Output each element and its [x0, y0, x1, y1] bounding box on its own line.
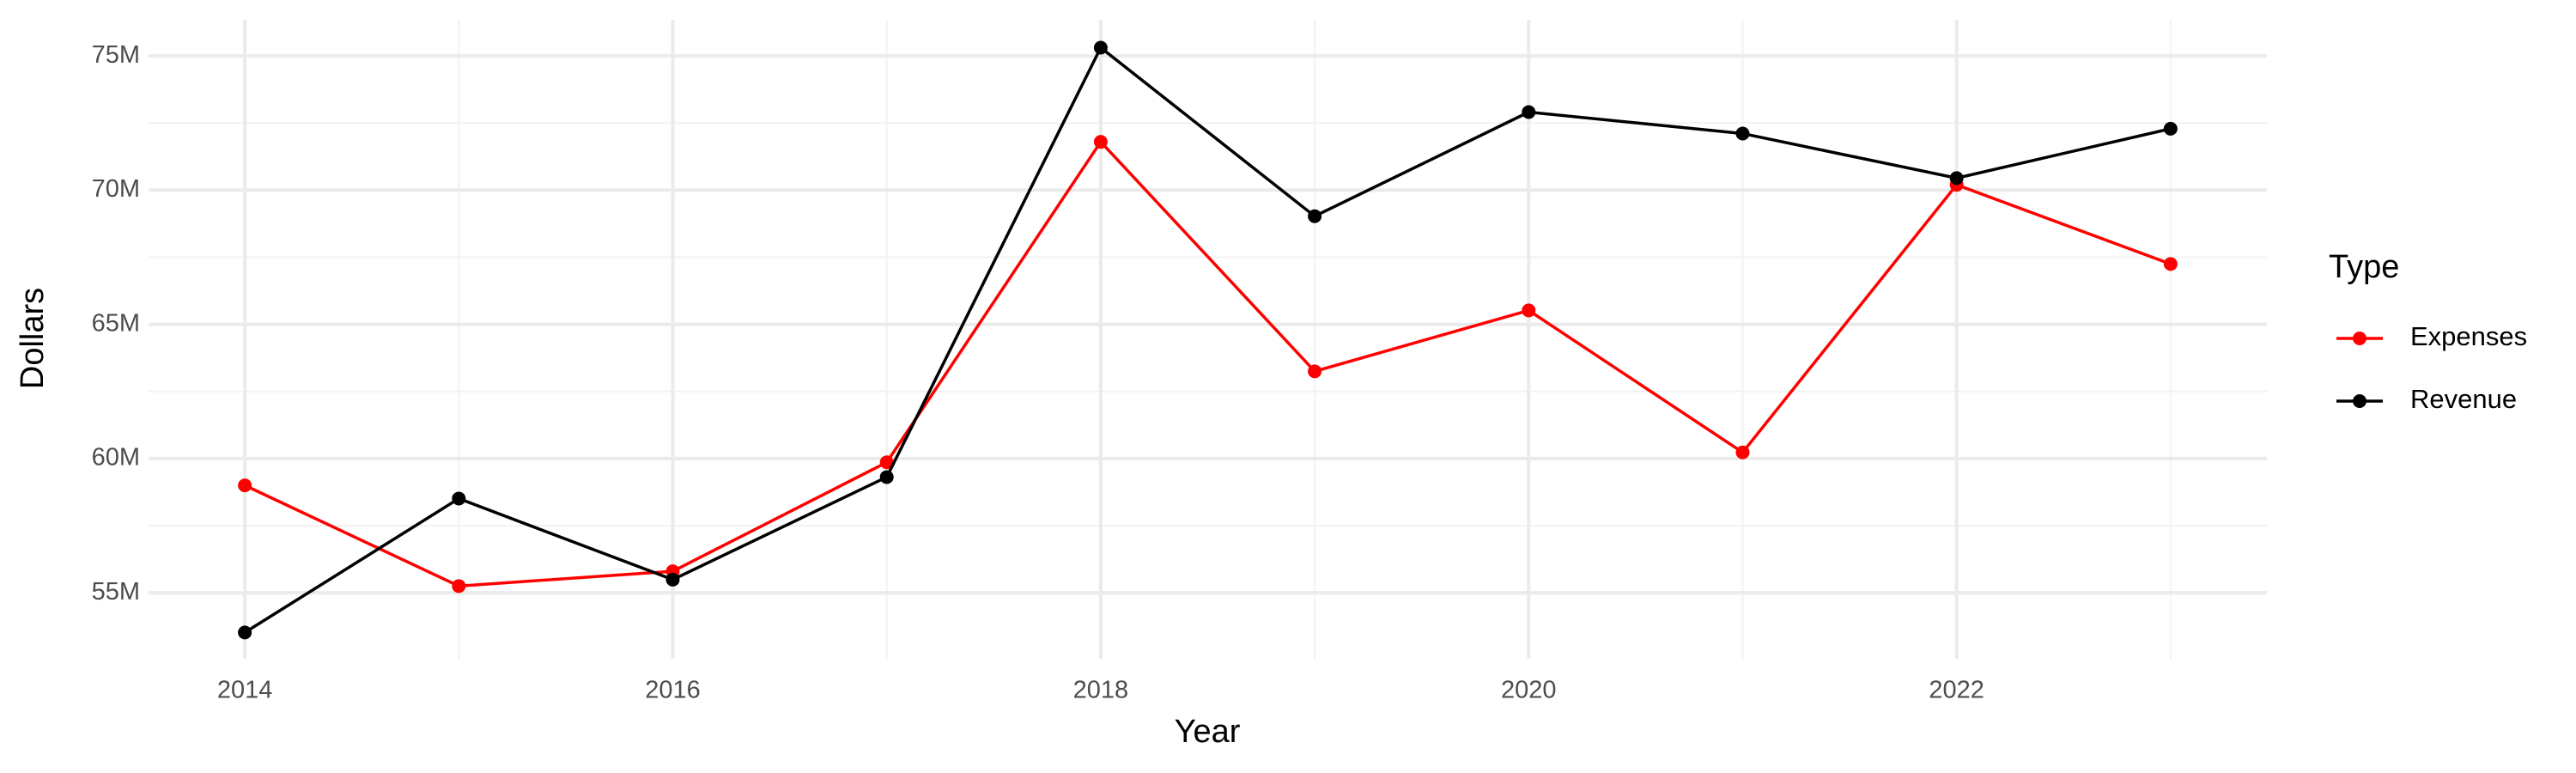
- data-point: [1308, 209, 1322, 223]
- series-line: [244, 139, 2172, 588]
- series-line: [244, 45, 2172, 634]
- data-point: [879, 470, 894, 484]
- data-point: [1735, 445, 1750, 460]
- legend-label: Revenue: [2410, 384, 2517, 414]
- data-point: [238, 478, 252, 493]
- data-point: [1093, 135, 1108, 149]
- data-point: [1522, 105, 1536, 119]
- legend-label: Expenses: [2410, 321, 2527, 351]
- data-point: [238, 625, 252, 640]
- data-point: [1949, 171, 1964, 186]
- x-tick-label: 2020: [1501, 677, 1557, 704]
- data-point: [1308, 364, 1322, 379]
- data-point: [452, 579, 466, 593]
- data-point: [879, 455, 894, 470]
- x-tick-label: 2018: [1073, 677, 1129, 704]
- x-tick-label: 2022: [1929, 677, 1984, 704]
- y-tick-label: 60M: [92, 444, 140, 472]
- x-tick-label: 2014: [217, 677, 273, 704]
- y-tick-label: 55M: [92, 578, 140, 606]
- data-point: [1522, 303, 1536, 318]
- x-tick-label: 2016: [645, 677, 701, 704]
- data-point: [2163, 257, 2178, 271]
- legend-title: Type: [2329, 249, 2399, 285]
- legend-key-point: [2353, 332, 2366, 345]
- y-tick-label: 75M: [92, 41, 140, 69]
- legend-key-point: [2353, 394, 2366, 408]
- data-point: [1093, 40, 1108, 55]
- y-tick-label: 65M: [92, 309, 140, 337]
- data-point: [2163, 121, 2178, 136]
- data-point: [1735, 126, 1750, 141]
- y-tick-label: 70M: [92, 175, 140, 203]
- data-point: [665, 572, 680, 587]
- y-axis-title: Dollars: [15, 288, 51, 389]
- data-point: [452, 491, 466, 506]
- x-axis-title: Year: [1175, 714, 1241, 750]
